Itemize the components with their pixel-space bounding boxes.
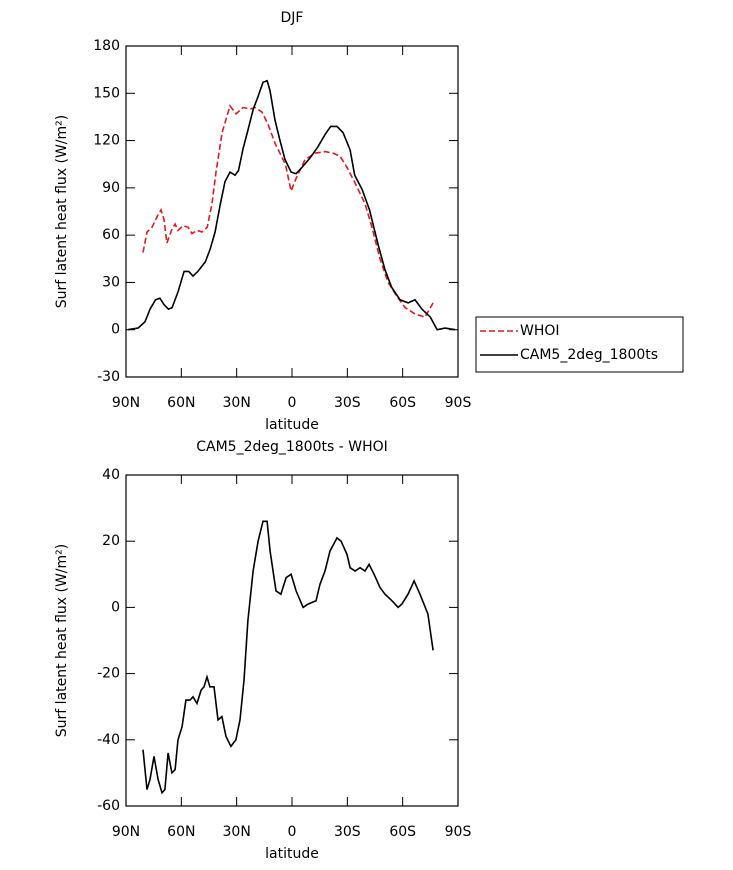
y-tick-label: 150: [93, 85, 120, 101]
y-tick-label: 40: [102, 467, 120, 483]
y-axis-label: Surf latent heat flux (W/m²): [54, 544, 70, 737]
plot-frame: [125, 45, 459, 378]
y-tick-label: -40: [97, 732, 120, 748]
y-tick-label: 180: [93, 38, 120, 54]
x-tick-label: 30S: [334, 395, 361, 411]
x-tick-label: 0: [288, 824, 297, 840]
x-tick-label: 30S: [334, 824, 361, 840]
y-tick-label: -60: [97, 798, 120, 814]
y-tick-label: 120: [93, 133, 120, 149]
chart-title: DJF: [281, 10, 304, 26]
y-tick-label: 60: [102, 227, 120, 243]
y-tick-label: 20: [102, 533, 120, 549]
x-tick-label: 60N: [167, 824, 195, 840]
x-axis-label: latitude: [265, 846, 319, 862]
y-tick-label: -20: [97, 666, 120, 682]
x-tick-label: 90S: [445, 824, 472, 840]
data-line: [127, 79, 456, 331]
x-tick-label: 60N: [167, 395, 195, 411]
y-tick-label: 30: [102, 274, 120, 290]
x-tick-label: 0: [288, 395, 297, 411]
x-tick-label: 60S: [389, 395, 416, 411]
x-tick-label: 90N: [112, 395, 140, 411]
legend-label: CAM5_2deg_1800ts: [520, 347, 658, 363]
plot-frame: [125, 474, 459, 807]
x-axis-label: latitude: [265, 417, 319, 433]
legend-label: WHOI: [520, 323, 560, 339]
legend-box: [475, 316, 684, 373]
y-axis-label: Surf latent heat flux (W/m²): [54, 115, 70, 308]
chart-title: CAM5_2deg_1800ts - WHOI: [196, 439, 388, 455]
x-tick-label: 30N: [223, 395, 251, 411]
y-tick-label: -30: [97, 369, 120, 385]
x-tick-label: 90N: [112, 824, 140, 840]
x-tick-label: 60S: [389, 824, 416, 840]
data-line: [142, 104, 434, 319]
y-tick-label: 0: [111, 322, 120, 338]
y-tick-label: 0: [111, 599, 120, 615]
data-line: [142, 520, 434, 795]
x-tick-label: 30N: [223, 824, 251, 840]
y-tick-label: 90: [102, 180, 120, 196]
x-tick-label: 90S: [445, 395, 472, 411]
